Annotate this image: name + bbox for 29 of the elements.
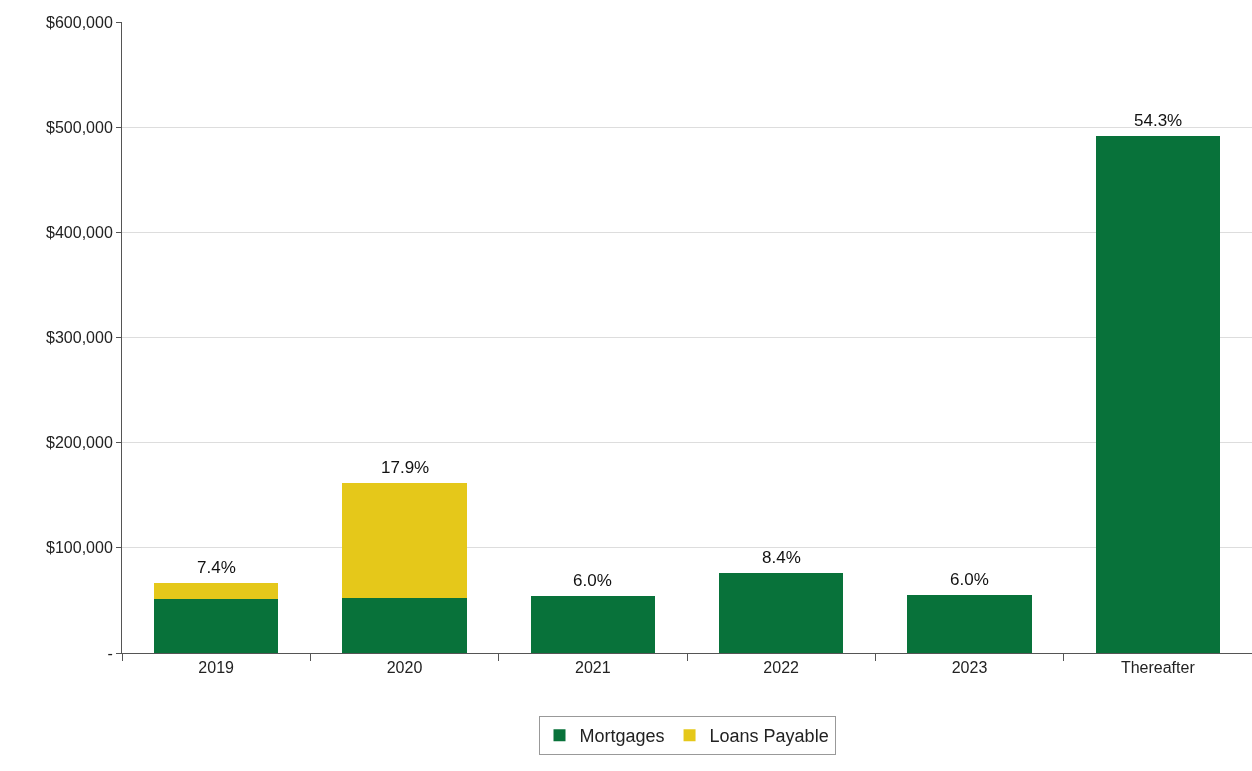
x-tick-label: 2021: [575, 659, 611, 677]
annotation: 17.9%: [381, 458, 430, 477]
x-tick-label: Thereafter: [1120, 659, 1196, 677]
annotation: 6.0%: [573, 571, 612, 590]
annotation: 6.0%: [950, 570, 989, 589]
bar: [342, 598, 467, 653]
legend-label: Loans Payable: [709, 726, 829, 747]
bar: [907, 595, 1032, 653]
y-tick-label: $200,000: [46, 434, 113, 452]
annotation: 54.3%: [1134, 111, 1183, 130]
x-tick-label: 2020: [386, 659, 423, 677]
bar: [530, 596, 655, 653]
bar: [719, 573, 844, 653]
legend-label: Mortgages: [579, 726, 665, 747]
bar: [154, 599, 279, 653]
y-tick-label: $400,000: [46, 223, 113, 241]
bar: [154, 582, 279, 600]
y-tick-label: -: [107, 644, 113, 662]
bar: [1095, 135, 1220, 653]
y-tick-label: $500,000: [46, 118, 113, 136]
x-tick-label: 2019: [198, 659, 235, 677]
y-tick-label: $100,000: [46, 539, 113, 557]
x-tick-label: 2022: [763, 659, 800, 677]
y-tick-label: $600,000: [46, 13, 113, 31]
annotation: 8.4%: [762, 548, 801, 567]
y-tick-label: $300,000: [46, 329, 113, 347]
x-tick-label: 2023: [951, 659, 988, 677]
annotation: 7.4%: [197, 558, 236, 577]
bar: [342, 482, 467, 599]
